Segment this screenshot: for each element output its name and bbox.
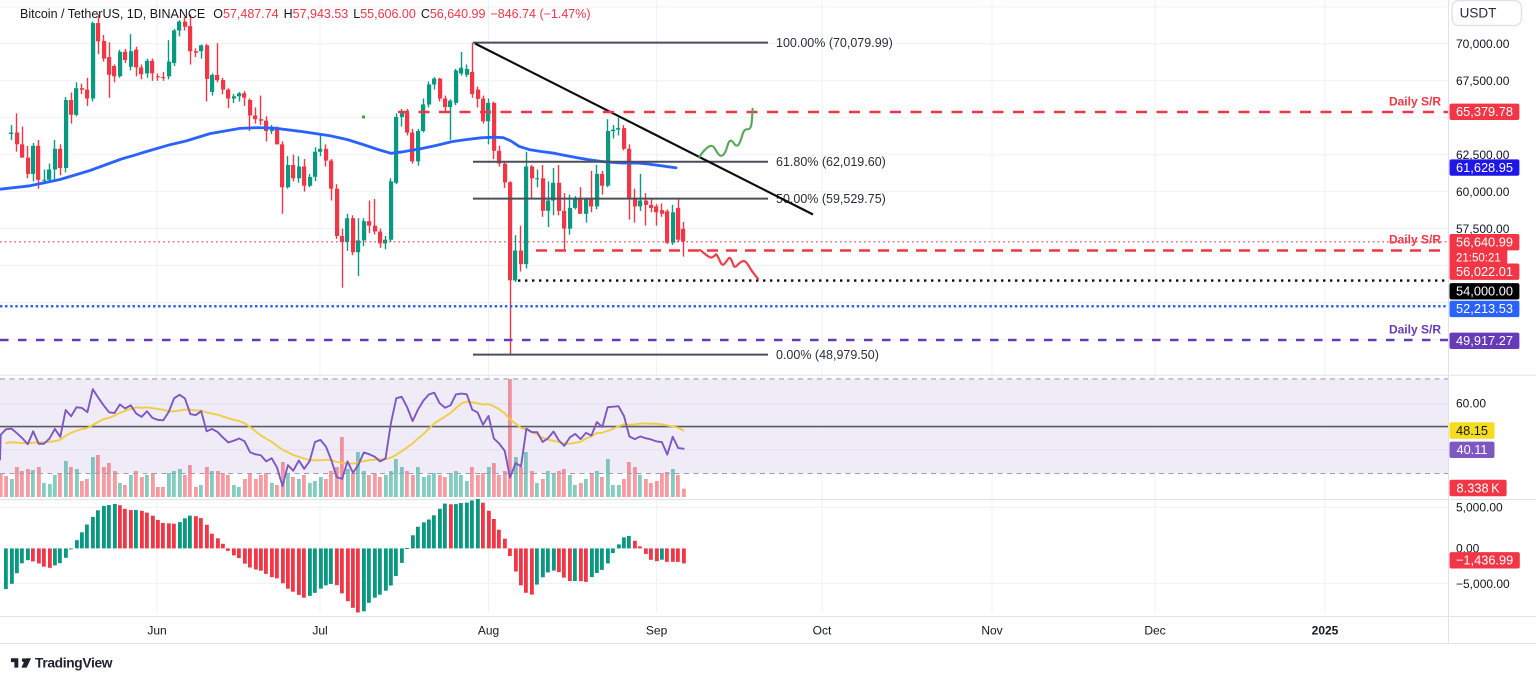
svg-text:5,000.00: 5,000.00 — [1456, 500, 1503, 514]
svg-text:Nov: Nov — [981, 624, 1002, 638]
svg-text:2025: 2025 — [1312, 624, 1339, 638]
svg-text:Jun: Jun — [147, 624, 166, 638]
svg-text:61,628.95: 61,628.95 — [1456, 160, 1513, 175]
svg-text:100.00% (70,079.99): 100.00% (70,079.99) — [776, 36, 893, 50]
svg-text:Daily S/R: Daily S/R — [1389, 323, 1441, 337]
svg-text:67,500.00: 67,500.00 — [1456, 74, 1510, 88]
svg-text:50.00% (59,529.75): 50.00% (59,529.75) — [776, 192, 886, 206]
svg-text:Jul: Jul — [312, 624, 327, 638]
svg-text:−1,436.99: −1,436.99 — [1456, 553, 1513, 568]
svg-text:61.80% (62,019.60): 61.80% (62,019.60) — [776, 155, 886, 169]
svg-text:54,000.00: 54,000.00 — [1456, 284, 1513, 299]
svg-text:Daily S/R: Daily S/R — [1389, 233, 1441, 247]
svg-text:60.00: 60.00 — [1456, 397, 1486, 411]
svg-text:TradingView: TradingView — [35, 656, 113, 671]
svg-text:49,917.27: 49,917.27 — [1456, 333, 1513, 348]
svg-text:60,000.00: 60,000.00 — [1456, 185, 1510, 199]
svg-text:40.11: 40.11 — [1456, 442, 1487, 457]
svg-text:−5,000.00: −5,000.00 — [1456, 577, 1510, 591]
svg-text:8.338 K: 8.338 K — [1457, 480, 1501, 495]
svg-text:21:50:21: 21:50:21 — [1456, 252, 1501, 264]
svg-text:56,022.01: 56,022.01 — [1456, 264, 1513, 279]
svg-text:Dec: Dec — [1144, 624, 1165, 638]
svg-text:Aug: Aug — [478, 624, 499, 638]
svg-text:Bitcoin / TetherUS, 1D, BINANC: Bitcoin / TetherUS, 1D, BINANCE O57,487.7… — [20, 7, 591, 21]
svg-text:57,500.00: 57,500.00 — [1456, 222, 1510, 236]
svg-text:52,213.53: 52,213.53 — [1456, 301, 1513, 316]
svg-text:65,379.78: 65,379.78 — [1456, 104, 1513, 119]
svg-text:56,640.99: 56,640.99 — [1456, 235, 1513, 250]
svg-text:48.15: 48.15 — [1456, 423, 1488, 438]
svg-text:USDT: USDT — [1460, 5, 1497, 20]
svg-text:Sep: Sep — [646, 624, 668, 638]
svg-text:Daily S/R: Daily S/R — [1389, 95, 1441, 109]
svg-text:Oct: Oct — [813, 624, 832, 638]
svg-text:0.00% (48,979.50): 0.00% (48,979.50) — [776, 348, 879, 362]
svg-text:70,000.00: 70,000.00 — [1456, 37, 1510, 51]
svg-text:62,500.00: 62,500.00 — [1456, 148, 1510, 162]
